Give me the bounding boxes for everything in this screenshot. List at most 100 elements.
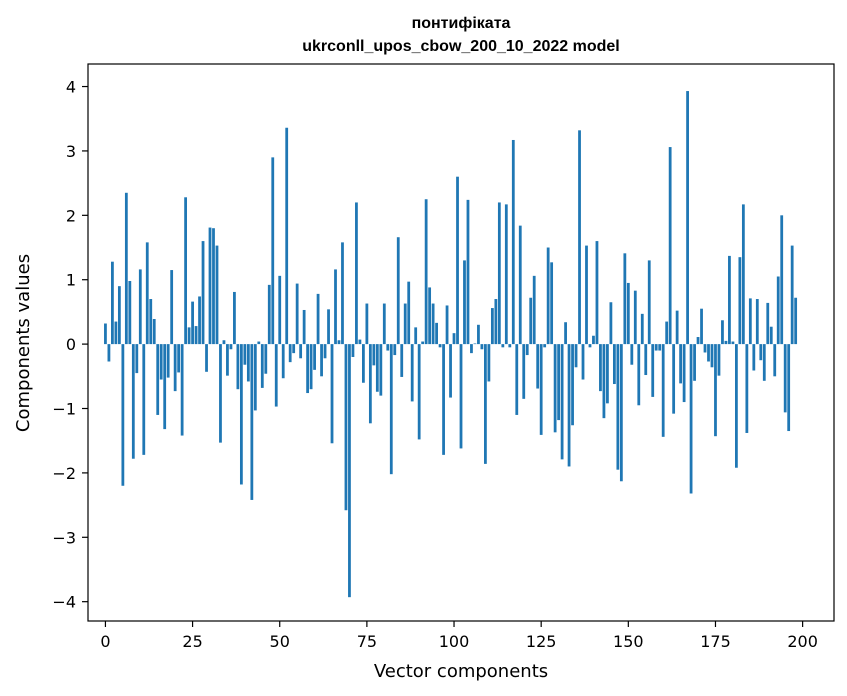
bar-82 xyxy=(389,344,393,475)
bar-24 xyxy=(187,327,191,345)
x-axis-label: Vector components xyxy=(374,661,548,682)
bar-155 xyxy=(644,344,648,376)
bar-110 xyxy=(487,344,491,382)
bar-8 xyxy=(131,344,135,459)
y-axis-ticks: −4 −3 −2 −1 0 1 2 3 4 xyxy=(52,78,88,612)
bar-45 xyxy=(260,344,264,388)
bar-39 xyxy=(239,344,243,485)
bar-179 xyxy=(728,255,731,345)
bar-48 xyxy=(271,157,275,345)
chart-subtitle: ukrconll_upos_cbow_200_10_2022 model xyxy=(302,38,619,55)
bar-136 xyxy=(578,130,581,345)
bar-98 xyxy=(445,305,449,345)
bar-120 xyxy=(522,344,526,399)
bar-1 xyxy=(107,344,111,362)
bar-57 xyxy=(302,309,306,345)
bar-177 xyxy=(721,320,724,345)
bar-133 xyxy=(567,344,571,467)
bar-176 xyxy=(717,344,721,376)
bar-54 xyxy=(292,344,296,354)
bar-150 xyxy=(626,282,630,345)
x-tick-label: 100 xyxy=(439,632,470,651)
bar-106 xyxy=(473,343,477,345)
bars-group xyxy=(104,91,798,598)
bar-13 xyxy=(149,299,153,345)
bar-134 xyxy=(571,344,574,426)
bar-195 xyxy=(783,344,787,413)
bar-85 xyxy=(400,344,404,377)
bar-77 xyxy=(372,344,376,366)
bar-112 xyxy=(494,299,498,345)
bar-2 xyxy=(111,261,114,345)
bar-107 xyxy=(477,324,480,345)
bar-19 xyxy=(170,270,174,345)
bar-96 xyxy=(438,344,442,348)
bar-149 xyxy=(623,253,627,345)
bar-22 xyxy=(180,344,184,436)
bar-140 xyxy=(592,335,595,345)
bar-71 xyxy=(351,344,355,357)
bar-43 xyxy=(253,344,257,411)
x-tick-label: 150 xyxy=(613,632,644,651)
bar-66 xyxy=(334,269,337,345)
bar-94 xyxy=(431,303,435,345)
bar-74 xyxy=(362,344,365,383)
bar-14 xyxy=(152,319,156,345)
bar-125 xyxy=(539,344,543,435)
y-tick-label: 2 xyxy=(66,206,76,225)
bar-89 xyxy=(414,327,418,345)
bar-11 xyxy=(142,344,146,455)
bar-6 xyxy=(124,192,128,345)
bar-17 xyxy=(163,344,167,430)
bar-157 xyxy=(651,344,655,397)
x-tick-label: 125 xyxy=(526,632,557,651)
bar-10 xyxy=(138,269,142,345)
bar-25 xyxy=(191,301,194,345)
x-tick-label: 50 xyxy=(270,632,290,651)
bar-47 xyxy=(267,284,271,345)
bar-119 xyxy=(518,225,522,345)
bar-4 xyxy=(117,286,121,345)
bar-80 xyxy=(382,303,386,345)
bar-186 xyxy=(752,344,756,371)
bar-0 xyxy=(104,323,107,345)
bar-198 xyxy=(794,297,798,345)
bar-86 xyxy=(403,303,407,345)
bar-180 xyxy=(731,341,735,345)
bar-59 xyxy=(309,344,313,390)
bar-153 xyxy=(637,344,641,406)
bar-152 xyxy=(633,290,637,345)
bar-192 xyxy=(773,344,777,377)
y-tick-label: 4 xyxy=(66,78,76,97)
bar-55 xyxy=(295,283,299,345)
plot-frame xyxy=(87,63,835,622)
bar-37 xyxy=(233,291,236,345)
bar-105 xyxy=(470,344,473,354)
bar-44 xyxy=(257,341,261,345)
bar-114 xyxy=(501,344,505,348)
bar-7 xyxy=(128,281,132,345)
bar-166 xyxy=(682,344,686,403)
bar-60 xyxy=(313,344,316,370)
bar-68 xyxy=(341,242,344,345)
bar-139 xyxy=(588,344,592,348)
chart-title: понтифіката xyxy=(412,15,511,32)
x-tick-label: 25 xyxy=(182,632,202,651)
bar-164 xyxy=(675,310,679,345)
y-tick-label: −2 xyxy=(52,464,76,483)
bar-128 xyxy=(550,262,554,345)
bar-167 xyxy=(686,91,689,345)
bar-65 xyxy=(330,344,334,444)
bar-113 xyxy=(497,202,501,345)
bar-56 xyxy=(299,344,303,359)
bar-58 xyxy=(306,344,310,394)
bar-118 xyxy=(515,344,519,415)
bar-143 xyxy=(602,344,606,419)
x-tick-label: 175 xyxy=(700,632,731,651)
bar-147 xyxy=(616,344,620,470)
bar-26 xyxy=(194,326,198,345)
bar-32 xyxy=(215,245,219,345)
bar-190 xyxy=(766,302,770,345)
bar-69 xyxy=(344,344,348,511)
